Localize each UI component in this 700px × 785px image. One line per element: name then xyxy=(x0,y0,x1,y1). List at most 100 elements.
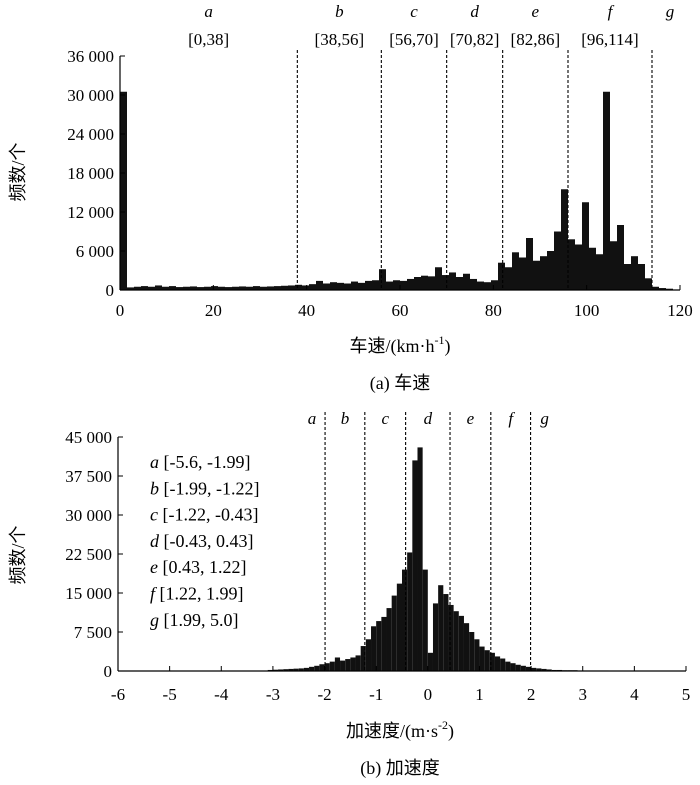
b-bar xyxy=(505,661,511,671)
b-bar xyxy=(350,657,356,671)
a-bar xyxy=(561,189,568,290)
b-bar xyxy=(484,650,490,671)
x-tick-label: -3 xyxy=(266,685,280,704)
a-bar xyxy=(519,257,526,290)
segment-letter: b xyxy=(341,409,350,428)
speed-x-label: 车速/(km·h-1) xyxy=(350,333,451,357)
a-bar xyxy=(498,262,505,290)
a-bar xyxy=(365,280,372,290)
legend-entry: e [0.43, 1.22] xyxy=(150,557,247,577)
a-bar xyxy=(540,256,547,290)
a-bar xyxy=(134,286,141,290)
x-tick-label: -1 xyxy=(369,685,383,704)
segment-range: [70,82] xyxy=(450,30,500,49)
segment-letter: e xyxy=(467,409,475,428)
x-tick-label: 0 xyxy=(116,301,125,320)
a-bar xyxy=(281,285,288,290)
b-bar xyxy=(494,656,501,671)
a-bar xyxy=(358,282,365,290)
segment-letter: d xyxy=(470,2,479,21)
a-bar xyxy=(232,286,239,290)
a-bar xyxy=(442,275,449,290)
a-bar xyxy=(449,272,456,290)
a-bar xyxy=(645,278,652,290)
a-bar xyxy=(162,286,169,290)
a-bar xyxy=(148,286,155,290)
a-bar xyxy=(414,277,421,290)
segment-letter: f xyxy=(608,2,615,21)
b-bar xyxy=(278,669,284,671)
a-bar xyxy=(323,283,330,290)
b-bar xyxy=(298,668,304,671)
a-bar xyxy=(421,275,428,290)
speed-x-ticks: 0 20 40 60 80 100 120 xyxy=(116,285,693,320)
b-bar xyxy=(371,626,377,671)
b-bar xyxy=(458,615,464,671)
a-bar xyxy=(379,269,386,290)
a-bar xyxy=(652,286,659,290)
b-bar xyxy=(309,666,315,671)
a-bar xyxy=(659,288,666,290)
a-bar xyxy=(400,280,407,290)
y-tick-label: 18 000 xyxy=(67,164,114,183)
b-bar xyxy=(314,665,320,671)
a-bar xyxy=(218,286,225,290)
legend-range: [1.22, 1.99] xyxy=(155,584,244,604)
legend-letter: a xyxy=(150,452,159,472)
segment-range: [96,114] xyxy=(581,30,638,49)
a-bar xyxy=(575,244,582,290)
segment-letter: b xyxy=(335,2,344,21)
y-tick-label: 36 000 xyxy=(67,47,114,66)
a-bar xyxy=(610,241,617,290)
a-bar xyxy=(512,252,519,290)
a-bar xyxy=(351,281,358,290)
y-tick-label: 15 000 xyxy=(65,584,112,603)
a-bar xyxy=(239,286,246,290)
x-tick-label: 20 xyxy=(205,301,222,320)
b-bar xyxy=(443,594,449,671)
legend-entry: g [1.99, 5.0] xyxy=(150,610,239,630)
b-bar xyxy=(396,583,402,671)
a-bar xyxy=(617,225,624,290)
a-bar xyxy=(155,285,162,290)
b-bar xyxy=(376,621,382,671)
y-tick-label: 7 500 xyxy=(74,623,112,642)
a-bar xyxy=(211,286,218,290)
x-tick-label: 1 xyxy=(475,685,484,704)
y-tick-label: 22 500 xyxy=(65,545,112,564)
y-tick-label: 12 000 xyxy=(67,203,114,222)
segment-range: [0,38] xyxy=(188,30,229,49)
a-bar xyxy=(183,286,190,290)
y-tick-label: 37 500 xyxy=(65,467,112,486)
speed-histogram: 0 6 000 12 000 18 000 24 000 30 000 36 000 0 20… xyxy=(8,2,693,394)
a-bar xyxy=(428,276,435,290)
acceleration-segment-boundaries xyxy=(324,412,532,671)
speed-y-label: 频数/个 xyxy=(8,142,28,201)
speed-segment-labels: a b c d e f g [0,38] [38,56] [56,70] [70,82] [82,86… xyxy=(188,2,674,49)
y-tick-label: 0 xyxy=(104,662,113,681)
legend-range: [0.43, 1.22] xyxy=(158,557,247,577)
a-bar xyxy=(204,286,211,290)
b-bar xyxy=(515,664,521,671)
b-bar xyxy=(417,447,423,671)
segment-letter: e xyxy=(532,2,540,21)
segment-letter: a xyxy=(204,2,213,21)
legend-entry: f [1.22, 1.99] xyxy=(150,584,244,604)
b-bar xyxy=(319,664,325,671)
a-bar xyxy=(582,202,589,290)
b-bar xyxy=(479,646,485,671)
a-bar xyxy=(568,239,575,290)
a-bar xyxy=(169,286,176,290)
segment-letter: g xyxy=(666,2,675,21)
legend-letter: d xyxy=(150,531,160,551)
b-bar xyxy=(355,655,361,671)
a-bar xyxy=(141,286,148,290)
a-bar xyxy=(505,267,512,290)
segment-letter: f xyxy=(508,409,515,428)
x-tick-label: 5 xyxy=(682,685,691,704)
a-bar xyxy=(463,273,470,290)
acceleration-y-ticks: 0 7 500 15 000 22 500 30 000 37 500 45 000 xyxy=(65,428,123,681)
b-bar xyxy=(412,460,418,671)
b-bar xyxy=(541,668,547,671)
